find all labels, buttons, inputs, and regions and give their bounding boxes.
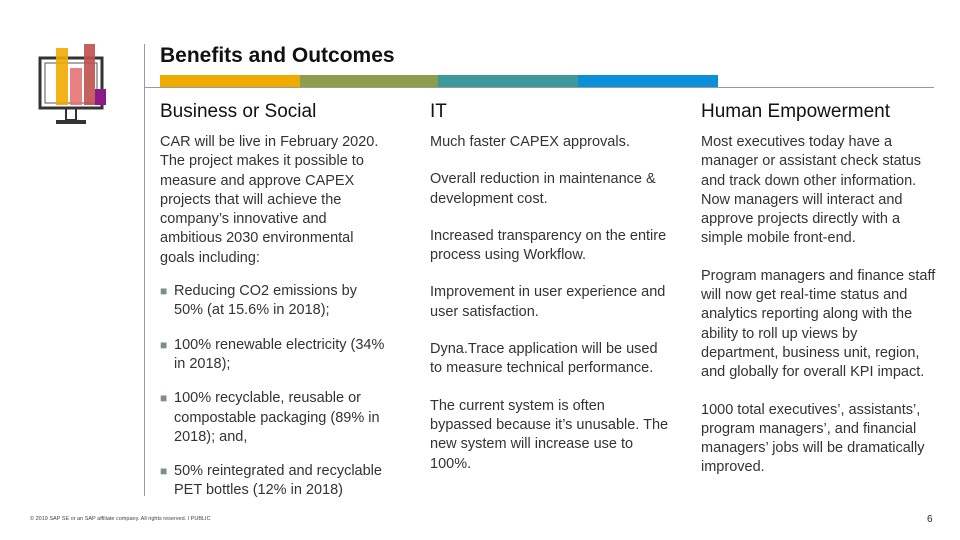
list-item: ■ 100% recyclable, reusable or compostabl…: [160, 390, 380, 445]
list-item: ■ 50% reintegrated and recyclable PET bot…: [160, 463, 382, 499]
column-business-social: Business or Social CAR will be live in F…: [160, 101, 388, 516]
column-it: IT Much faster CAPEX approvals. Overall …: [430, 101, 670, 474]
it-paragraph: Much faster CAPEX approvals.: [430, 134, 630, 150]
it-paragraph: The current system is often bypassed bec…: [430, 397, 669, 472]
copyright-footer: © 2019 SAP SE or an SAP affiliate compan…: [30, 516, 211, 522]
page-title: Benefits and Outcomes: [160, 44, 395, 67]
list-item: ■ 100% renewable electricity (34% in 2018…: [160, 336, 385, 372]
title-divider-horizontal: [144, 87, 934, 88]
human-paragraph: Most executives today have a manager or …: [701, 134, 922, 247]
column-human-empowerment: Human Empowerment Most executives today …: [701, 101, 937, 478]
human-paragraph: Program managers and finance staff will …: [701, 267, 936, 381]
column-heading: Business or Social: [160, 101, 317, 122]
bullet-marker: ■: [160, 464, 168, 479]
bullet-marker: ■: [160, 337, 168, 352]
bullet-marker: ■: [160, 284, 168, 299]
accent-bar-teal: [438, 75, 578, 87]
it-paragraph: Dyna.Trace application will be used to m…: [430, 341, 658, 377]
business-intro-text: CAR will be live in February 2020. The p…: [160, 134, 379, 266]
accent-bar-blue: [578, 75, 718, 87]
page-number: 6: [927, 514, 933, 525]
accent-bar-yellow: [160, 75, 300, 87]
business-goals-list: ■ Reducing CO2 emissions by 50% (at 15.6%…: [160, 282, 388, 501]
monitor-bar-chart-icon: [36, 42, 128, 134]
it-paragraph: Overall reduction in maintenance & devel…: [430, 171, 656, 207]
column-heading: IT: [430, 101, 447, 122]
list-item: ■ Reducing CO2 emissions by 50% (at 15.6%…: [160, 283, 357, 319]
column-heading: Human Empowerment: [701, 101, 891, 122]
human-paragraph: 1000 total executives’, assistants’, pro…: [701, 401, 925, 476]
title-divider-vertical: [144, 44, 145, 496]
accent-bar-green: [300, 75, 438, 87]
bullet-marker: ■: [160, 391, 168, 406]
it-paragraph: Increased transparency on the entire pro…: [430, 227, 667, 264]
it-paragraph: Improvement in user experience and user …: [430, 284, 666, 320]
